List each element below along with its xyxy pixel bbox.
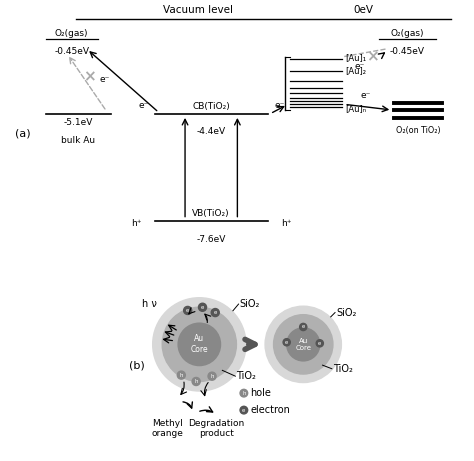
Circle shape: [208, 372, 216, 380]
Text: h⁺: h⁺: [281, 219, 292, 228]
Text: hole: hole: [250, 388, 271, 398]
Text: h: h: [180, 372, 183, 378]
Text: h: h: [210, 374, 214, 378]
Text: h: h: [242, 390, 246, 396]
Text: O₂(gas): O₂(gas): [391, 29, 424, 38]
Text: -4.4eV: -4.4eV: [197, 128, 226, 136]
Circle shape: [240, 406, 248, 414]
Circle shape: [178, 323, 220, 366]
Circle shape: [273, 315, 333, 374]
Text: O₂(on TiO₂): O₂(on TiO₂): [396, 126, 441, 135]
Text: (a): (a): [15, 129, 31, 139]
Circle shape: [287, 328, 320, 361]
Text: Au
Core: Au Core: [191, 334, 208, 355]
Circle shape: [153, 298, 246, 391]
Text: TiO₂: TiO₂: [237, 371, 256, 381]
Text: [Au]ₙ: [Au]ₙ: [346, 105, 367, 113]
Circle shape: [192, 378, 200, 385]
Text: Vacuum level: Vacuum level: [163, 6, 233, 16]
Circle shape: [240, 390, 248, 397]
Circle shape: [211, 308, 219, 317]
Text: O₂(gas): O₂(gas): [55, 29, 89, 38]
Text: ×: ×: [366, 49, 379, 64]
Text: Methyl
orange: Methyl orange: [152, 419, 183, 438]
Text: (b): (b): [129, 361, 145, 371]
Text: bulk Au: bulk Au: [61, 136, 95, 145]
Text: e⁻: e⁻: [354, 62, 365, 71]
Text: e: e: [214, 310, 217, 315]
Text: h⁺: h⁺: [131, 219, 141, 228]
Text: SiO₂: SiO₂: [240, 299, 260, 309]
Text: -7.6eV: -7.6eV: [197, 235, 226, 243]
Circle shape: [283, 339, 290, 346]
Text: Degradation
product: Degradation product: [188, 419, 245, 438]
Text: [Au]₁: [Au]₁: [346, 53, 367, 62]
Text: e⁻: e⁻: [274, 101, 285, 110]
Circle shape: [177, 371, 185, 379]
Circle shape: [162, 307, 237, 382]
Text: SiO₂: SiO₂: [336, 307, 356, 318]
Text: e⁻: e⁻: [138, 101, 149, 110]
Text: 0eV: 0eV: [354, 6, 374, 16]
Text: e: e: [242, 408, 246, 413]
Text: electron: electron: [250, 405, 290, 415]
Text: e: e: [186, 308, 189, 313]
Text: TiO₂: TiO₂: [333, 364, 353, 374]
Circle shape: [316, 340, 323, 347]
Circle shape: [183, 307, 191, 314]
Text: Au
Core: Au Core: [295, 337, 311, 351]
Text: VB(TiO₂): VB(TiO₂): [192, 209, 230, 218]
Text: CB(TiO₂): CB(TiO₂): [192, 102, 230, 111]
Text: e⁻: e⁻: [361, 91, 371, 100]
Text: h ν: h ν: [142, 299, 157, 309]
Text: e: e: [318, 341, 321, 346]
Text: e: e: [201, 305, 204, 310]
Text: h: h: [194, 379, 198, 384]
Text: e⁻: e⁻: [99, 75, 109, 84]
Text: e: e: [285, 340, 288, 345]
Text: e: e: [301, 325, 305, 330]
Circle shape: [199, 303, 207, 311]
Text: ×: ×: [83, 69, 95, 84]
Circle shape: [265, 306, 341, 383]
Text: -5.1eV: -5.1eV: [64, 118, 93, 126]
Text: -0.45eV: -0.45eV: [54, 47, 89, 56]
Text: -0.45eV: -0.45eV: [390, 47, 425, 56]
Text: [Au]₂: [Au]₂: [346, 66, 366, 75]
Circle shape: [300, 323, 307, 331]
